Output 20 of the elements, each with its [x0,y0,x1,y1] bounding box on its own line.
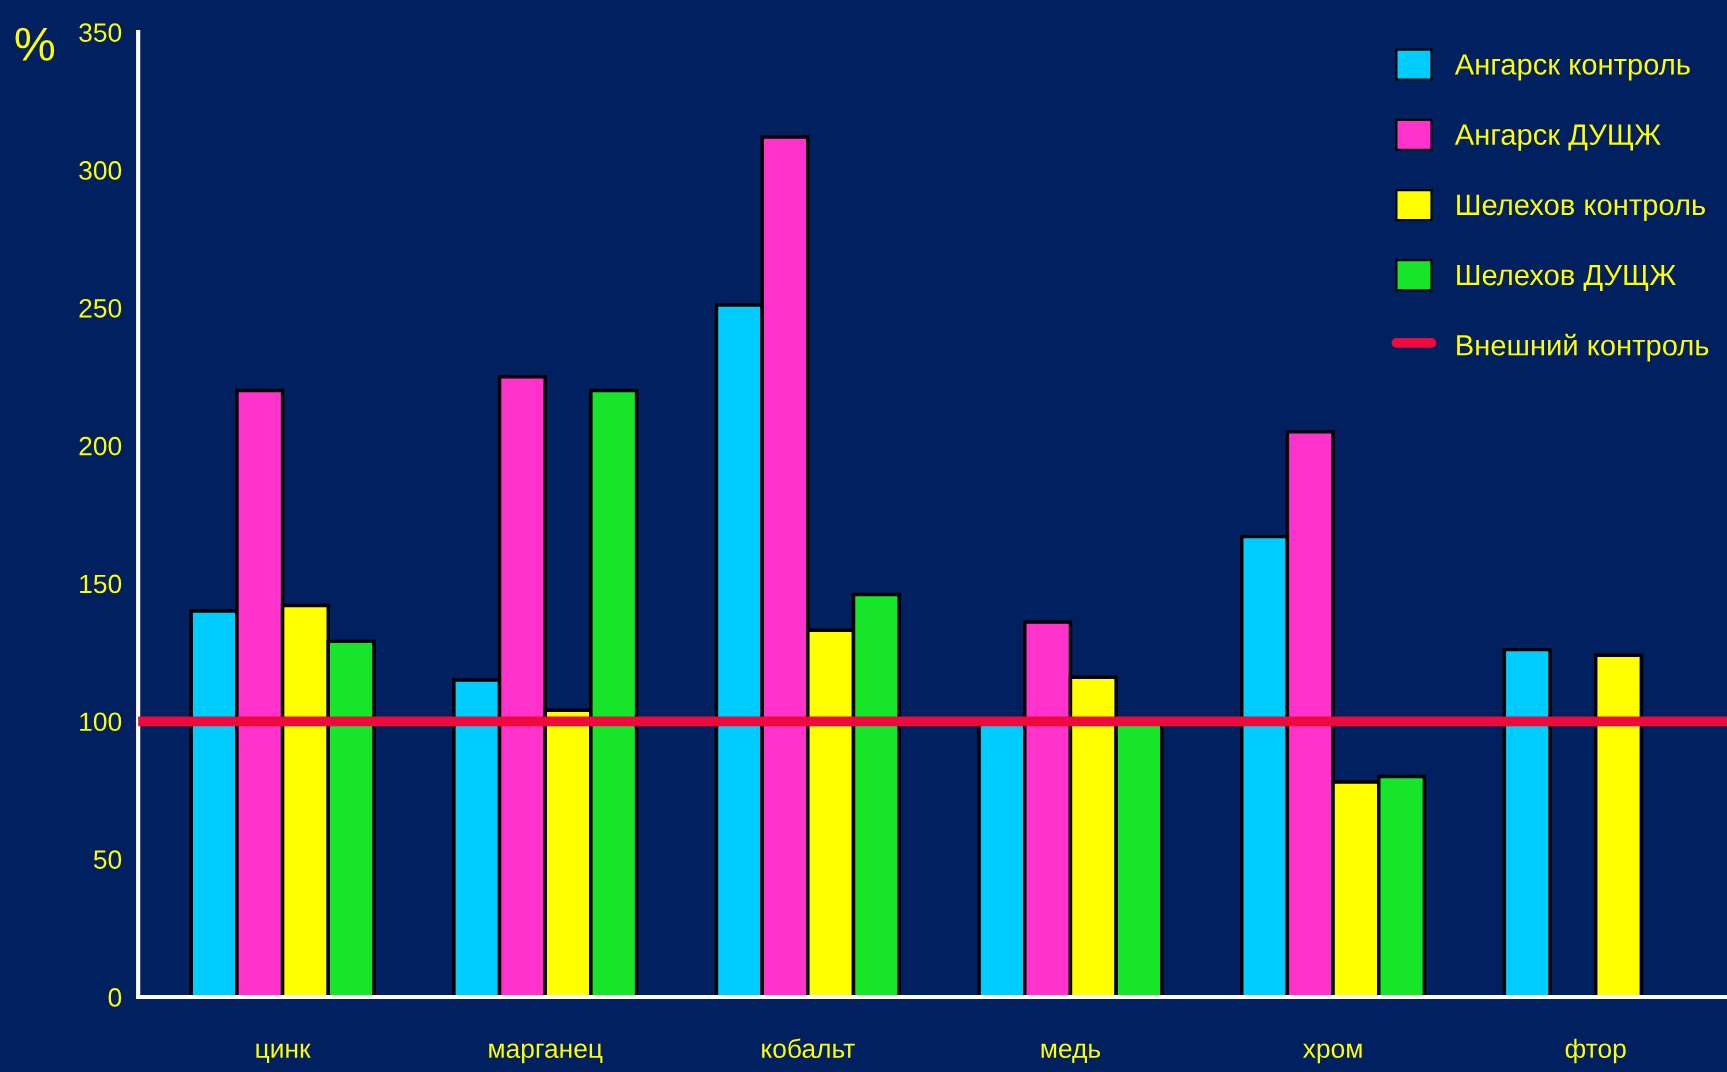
y-tick-label: 300 [79,161,122,180]
y-tick-label: 200 [79,436,122,456]
y-tick-label: 150 [80,574,122,594]
x-tick-label: хром [1303,1043,1362,1064]
legend-label: Шелехов контроль [1457,194,1705,221]
y-tick-label: 250 [79,298,122,318]
y-tick-label: 50 [93,850,122,869]
x-tick-label: цинк [256,1043,311,1064]
x-tick-label: фтор [1565,1038,1626,1064]
y-tick-label: 100 [80,712,122,732]
y-axis-title: % [15,27,55,61]
legend-label: Ангарск ДУЩЖ [1454,124,1661,151]
x-tick-label: медь [1041,1043,1101,1064]
y-tick-label: 0 [108,988,122,1007]
legend-label: Шелехов ДУЩЖ [1457,265,1676,291]
legend-label: Ангарск контроль [1454,54,1690,81]
x-tick-label: кобальт [762,1038,855,1059]
x-tick-label: марганец [489,1043,603,1064]
legend-label: Внешний контроль [1457,333,1709,362]
y-tick-label: 350 [79,23,122,42]
